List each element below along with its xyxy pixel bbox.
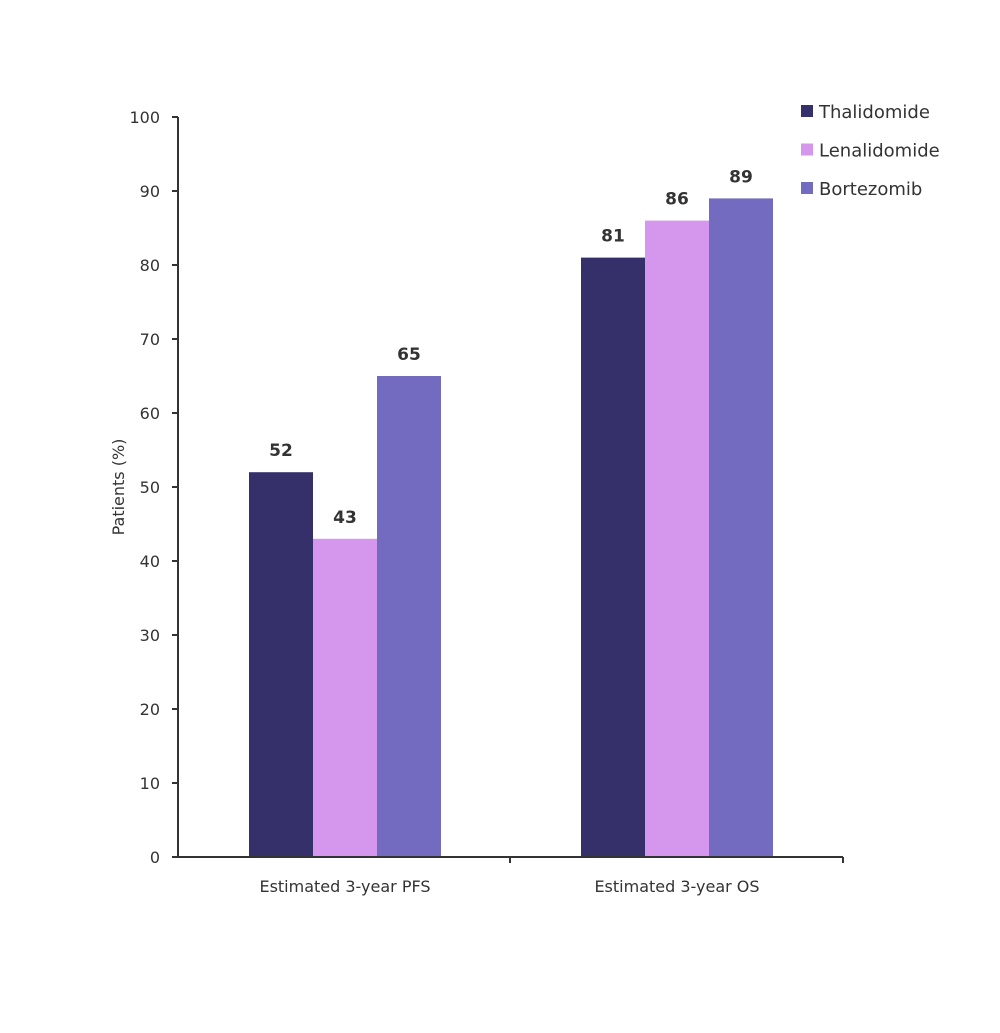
- y-axis-label: Patients (%): [109, 439, 128, 536]
- data-label: 65: [397, 345, 421, 365]
- bar-lenalidomide: [313, 538, 377, 857]
- y-tick-label: 0: [150, 848, 160, 867]
- bar-lenalidomide: [645, 220, 709, 858]
- bars: [249, 198, 773, 858]
- x-axis-categories: Estimated 3-year PFS Estimated 3-year OS: [259, 877, 759, 896]
- legend-swatch: [801, 105, 813, 117]
- x-category-label: Estimated 3-year PFS: [259, 877, 430, 896]
- y-tick-label: 20: [140, 700, 160, 719]
- bar-thalidomide: [581, 257, 645, 858]
- data-label: 52: [269, 441, 293, 461]
- y-tick-label: 100: [129, 108, 160, 127]
- bar-thalidomide: [249, 472, 313, 857]
- y-axis-ticks: 0 10 20 30 40 50 60 70 80 90 100: [129, 108, 178, 867]
- legend: Thalidomide Lenalidomide Bortezomib: [801, 102, 940, 200]
- y-tick-label: 10: [140, 774, 160, 793]
- data-label: 81: [601, 227, 625, 247]
- legend-label: Thalidomide: [818, 102, 930, 123]
- y-tick-label: 90: [140, 182, 160, 201]
- x-category-label: Estimated 3-year OS: [594, 877, 759, 896]
- data-labels: 52 43 65 81 86 89: [269, 167, 753, 527]
- legend-item: Bortezomib: [801, 179, 922, 200]
- bar-bortezomib: [377, 376, 441, 857]
- legend-item: Lenalidomide: [801, 141, 940, 162]
- y-tick-label: 50: [140, 478, 160, 497]
- legend-item: Thalidomide: [801, 102, 930, 123]
- y-tick-label: 60: [140, 404, 160, 423]
- legend-swatch: [801, 182, 813, 194]
- data-label: 89: [729, 167, 753, 187]
- y-tick-label: 80: [140, 256, 160, 275]
- y-tick-label: 30: [140, 626, 160, 645]
- legend-label: Lenalidomide: [819, 141, 940, 162]
- bar-bortezomib: [709, 198, 773, 857]
- data-label: 43: [333, 508, 357, 528]
- legend-swatch: [801, 143, 813, 156]
- y-tick-label: 70: [140, 330, 160, 349]
- y-tick-label: 40: [140, 552, 160, 571]
- legend-label: Bortezomib: [819, 179, 922, 200]
- data-label: 86: [665, 190, 689, 210]
